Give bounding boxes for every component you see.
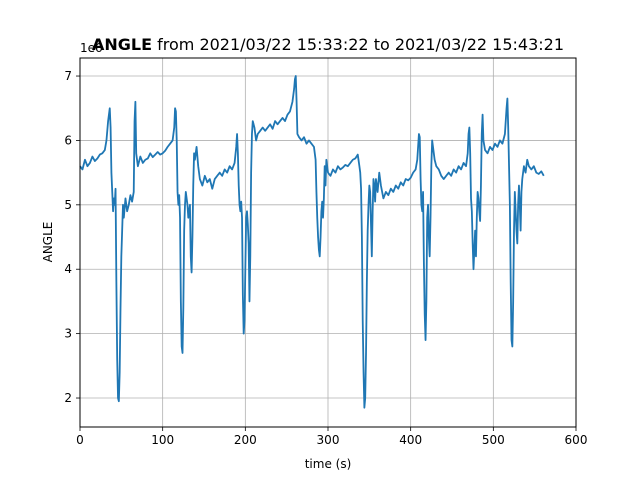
x-tick-label: 100 xyxy=(151,433,174,447)
y-tick-label: 3 xyxy=(64,327,72,341)
x-tick-label: 500 xyxy=(482,433,505,447)
y-axis-label: ANGLE xyxy=(41,222,55,263)
x-tick-label: 600 xyxy=(565,433,588,447)
y-tick-label: 6 xyxy=(64,133,72,147)
chart-title-bold: ANGLE xyxy=(92,35,152,54)
angle-series-line xyxy=(79,75,545,409)
chart-title-rest: from 2021/03/22 15:33:22 to 2021/03/22 1… xyxy=(152,35,564,54)
tick-layer: 0 100 200 300 400 500 600 2 3 4 5 6 7 xyxy=(64,69,587,447)
x-tick-label: 400 xyxy=(399,433,422,447)
chart-title: ANGLE from 2021/03/22 15:33:22 to 2021/0… xyxy=(92,35,564,54)
y-tick-label: 7 xyxy=(64,69,72,83)
x-tick-label: 300 xyxy=(317,433,340,447)
series-layer xyxy=(79,75,545,409)
x-axis-label: time (s) xyxy=(305,457,352,471)
y-tick-label: 5 xyxy=(64,198,72,212)
x-tick-label: 0 xyxy=(76,433,84,447)
x-tick-label: 200 xyxy=(234,433,257,447)
y-offset-label: 1e6 xyxy=(80,41,103,55)
y-tick-label: 2 xyxy=(64,391,72,405)
y-tick-label: 4 xyxy=(64,262,72,276)
